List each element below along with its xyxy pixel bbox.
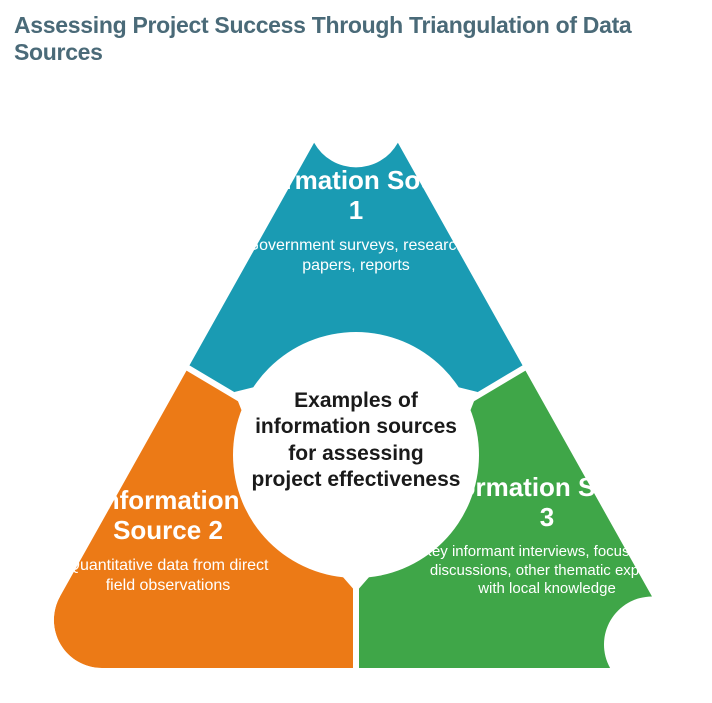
segment-left-desc: Quantitative data from direct field obse…	[58, 556, 278, 596]
triangulation-diagram: Information Source 1 Government surveys,…	[0, 48, 712, 698]
segment-right-desc: Key informant interviews, focus group di…	[418, 543, 676, 599]
segment-top-label: Information Source 1 Government surveys,…	[236, 166, 476, 276]
segment-top-heading: Information Source 1	[236, 166, 476, 226]
segment-top-desc: Government surveys, research papers, rep…	[236, 236, 476, 276]
segment-left-heading: Information Source 2	[58, 486, 278, 546]
segment-left-label: Information Source 2 Quantitative data f…	[58, 486, 278, 596]
center-label: Examples of information sources for asse…	[251, 388, 461, 493]
